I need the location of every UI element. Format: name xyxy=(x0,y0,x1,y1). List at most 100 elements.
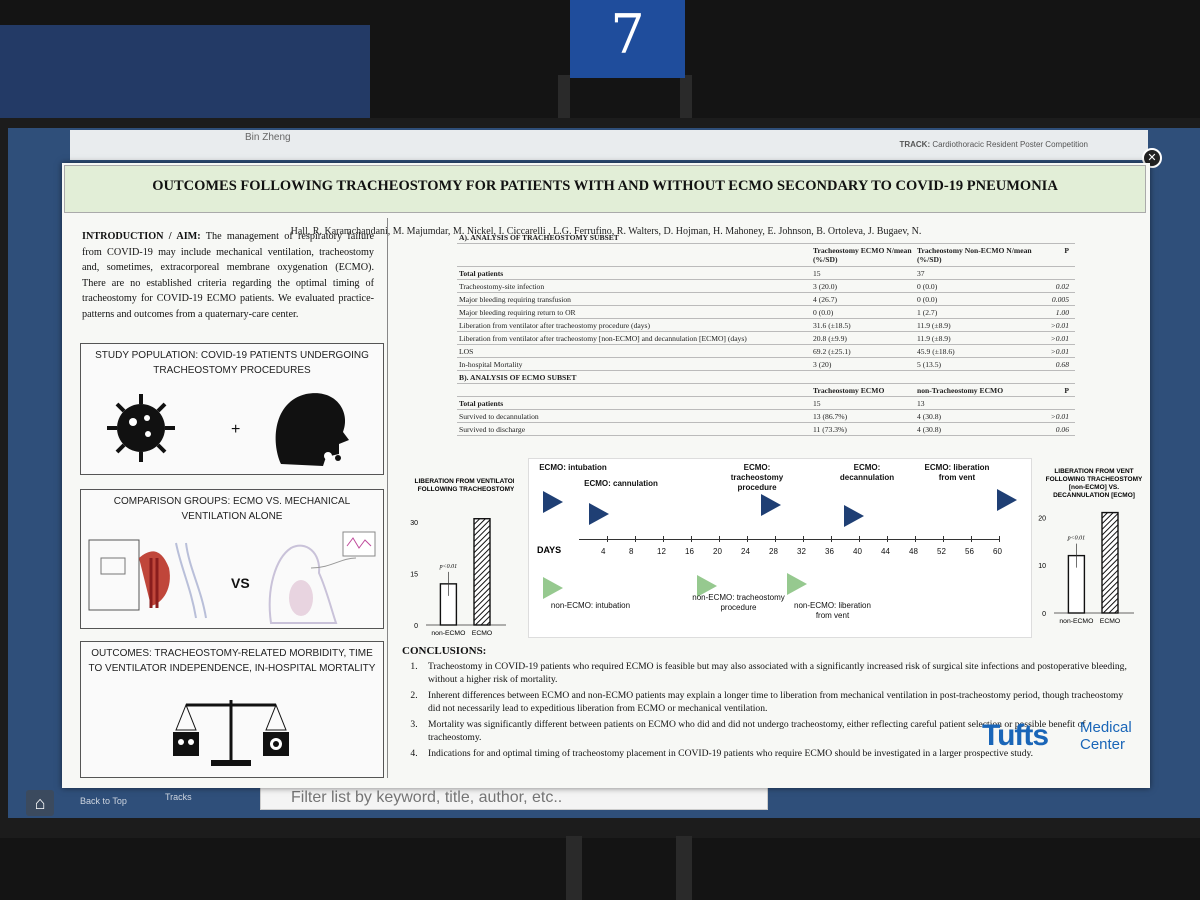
table-cell-b: 0 (0.0) xyxy=(917,282,938,291)
timeline-tick xyxy=(999,536,1000,542)
table-cell-p: 0.005 xyxy=(1051,295,1069,304)
study-population-title: STUDY POPULATION: COVID-19 PATIENTS UNDE… xyxy=(95,350,369,376)
table-cell-a: 3 (20.0) xyxy=(813,282,838,291)
timeline-tick xyxy=(831,536,832,542)
timeline-tick-label: 12 xyxy=(657,547,666,556)
table-cell-b: 5 (13.5) xyxy=(917,360,942,369)
table-cell-b: 45.9 (±18.6) xyxy=(917,347,955,356)
background-banner xyxy=(0,25,370,120)
table-row: Survived to decannulation 13 (86.7%) 4 (30… xyxy=(457,410,1075,423)
virus-icon xyxy=(107,394,175,462)
results-tables: A). ANALYSIS OF TRACHEOSTOMY SUBSET Trac… xyxy=(457,231,1075,436)
tracks-link[interactable]: Tracks xyxy=(165,792,192,802)
table-cell-a: 15 xyxy=(813,399,821,408)
table-row: Total patients 15 13 xyxy=(457,397,1075,410)
timeline-tick-label: 16 xyxy=(685,547,694,556)
timeline-tick-label: 4 xyxy=(601,547,606,556)
table-a-heading: A). ANALYSIS OF TRACHEOSTOMY SUBSET xyxy=(459,233,619,242)
head-profile-icon xyxy=(275,393,349,466)
room-sign: 7 xyxy=(570,0,685,78)
table-a-header-row: Tracheostomy ECMO N/mean (%/SD) Tracheos… xyxy=(457,244,1075,267)
chart-title-line: FOLLOWING TRACHEOSTOMY xyxy=(1046,476,1142,483)
table-row: LOS 69.2 (±25.1) 45.9 (±18.6) >0.01 xyxy=(457,345,1075,358)
track-value: Cardiothoracic Resident Poster Competiti… xyxy=(932,140,1088,149)
p-value-annotation: p<0.01 xyxy=(1067,536,1086,542)
chart-title: LIBERATION FROM VENTILATOR FOLLOWING TRAC… xyxy=(415,478,514,493)
chart-title-line: FOLLOWING TRACHEOSTOMY xyxy=(418,486,514,493)
non-ecmo-flag-icon xyxy=(697,575,717,597)
table-cell-p: 0.02 xyxy=(1055,282,1069,291)
table-cell-a: 3 (20) xyxy=(813,360,832,369)
conclusions-list: Tracheostomy in COVID-19 patients who re… xyxy=(402,660,1132,760)
days-label: DAYS xyxy=(537,545,562,555)
timeline-tick xyxy=(747,536,748,542)
non-ecmo-milestone-label: non-ECMO: tracheostomy procedure xyxy=(692,593,785,612)
skull-icon xyxy=(173,732,199,756)
ecmo-milestone-label: ECMO: decannulation xyxy=(839,463,895,482)
table-cell-label: Tracheostomy-site infection xyxy=(459,282,545,291)
timeline-tick xyxy=(635,536,636,542)
conclusions-heading: CONCLUSIONS: xyxy=(402,645,487,657)
table-cell-a: 15 xyxy=(813,269,821,278)
header-author: Bin Zheng xyxy=(245,132,291,143)
comparison-groups-title: COMPARISON GROUPS: ECMO VS. MECHANICAL V… xyxy=(113,496,351,522)
table-cell-label: Liberation from ventilator after tracheo… xyxy=(459,321,651,330)
ecmo-milestone-label: ECMO: intubation xyxy=(539,463,607,472)
table-cell-p: >0.01 xyxy=(1050,412,1069,421)
timeline-tick-label: 44 xyxy=(881,547,890,556)
timeline-tick-label: 48 xyxy=(909,547,918,556)
table-cell-p: 1.00 xyxy=(1055,308,1069,317)
table-cell-b: 37 xyxy=(917,269,925,278)
study-population-box: STUDY POPULATION: COVID-19 PATIENTS UNDE… xyxy=(80,343,384,475)
back-to-top-link[interactable]: Back to Top xyxy=(80,796,127,806)
virus-and-patient-illustration: + xyxy=(107,393,349,466)
chart-title-line: LIBERATION FROM VENTILATOR xyxy=(415,478,514,485)
intro-text: The management of respiratory failure fr… xyxy=(82,231,374,320)
ecmo-flag-icon xyxy=(589,503,609,525)
table-b-col1: Tracheostomy ECMO xyxy=(813,386,885,395)
logo-tufts: Tufts xyxy=(982,719,1049,752)
table-cell-b: 4 (30.8) xyxy=(917,412,942,421)
timeline-tick-label: 56 xyxy=(965,547,974,556)
scale-illustration xyxy=(173,700,289,766)
non-ecmo-flag-icon xyxy=(543,577,563,599)
chart-title-line: [non-ECMO] VS. xyxy=(1069,484,1119,491)
table-row: In-hospital Mortality 3 (20) 5 (13.5) 0.68 xyxy=(457,358,1075,371)
timeline-tick xyxy=(803,536,804,542)
ecmo-milestone-label: ECMO: tracheostomy procedure xyxy=(730,463,784,492)
x-tick-label: non-ECMO xyxy=(1059,618,1093,625)
table-cell-label: Liberation from ventilator after tracheo… xyxy=(459,334,747,343)
timeline-tick-label: 28 xyxy=(769,547,778,556)
table-row: Liberation from ventilator after tracheo… xyxy=(457,319,1075,332)
bar-chart-decannulation: LIBERATION FROM VENT FOLLOWING TRACHEOSTO… xyxy=(1038,468,1142,625)
outcomes-title: OUTCOMES: TRACHEOSTOMY-RELATED MORBIDITY… xyxy=(88,648,376,674)
timeline-tick xyxy=(691,536,692,542)
table-cell-b: 0 (0.0) xyxy=(917,295,938,304)
timeline-tick xyxy=(719,536,720,542)
timeline-tick xyxy=(943,536,944,542)
timeline-tick xyxy=(607,536,608,542)
x-tick-label: ECMO xyxy=(472,630,492,637)
ventilated-patient-icon xyxy=(268,531,376,624)
timeline-tick-label: 60 xyxy=(993,547,1002,556)
p-value-annotation: p<0.01 xyxy=(439,564,458,570)
track-label: TRACK: xyxy=(899,140,931,149)
timeline-tick xyxy=(887,536,888,542)
table-a-col3: P xyxy=(1064,246,1069,255)
table-a-heading-row: A). ANALYSIS OF TRACHEOSTOMY SUBSET xyxy=(457,231,1075,244)
table-cell-b: 11.9 (±8.9) xyxy=(917,321,951,330)
timeline-tick xyxy=(971,536,972,542)
timeline-tick-label: 24 xyxy=(741,547,750,556)
table-cell-p: >0.01 xyxy=(1050,334,1069,343)
conclusion-item: Mortality was significantly different be… xyxy=(420,718,1132,744)
stand-pole xyxy=(676,836,692,900)
home-icon[interactable]: ⌂ xyxy=(26,790,54,816)
table-row: Liberation from ventilator after tracheo… xyxy=(457,332,1075,345)
timeline-tick-label: 32 xyxy=(797,547,806,556)
logo-medical-center: Medical Center xyxy=(1080,719,1132,753)
y-tick-label: 0 xyxy=(1042,611,1046,618)
timeline-figure: DAYS 4 8 12 16 20 24 28 32 36 40 44 48 52 56 60 ECMO: … xyxy=(528,458,1032,638)
ecmo-vs-ventilation-illustration: VS xyxy=(88,531,376,624)
table-cell-label: In-hospital Mortality xyxy=(459,360,523,369)
non-ecmo-milestone-label: non-ECMO: intubation xyxy=(550,601,631,610)
